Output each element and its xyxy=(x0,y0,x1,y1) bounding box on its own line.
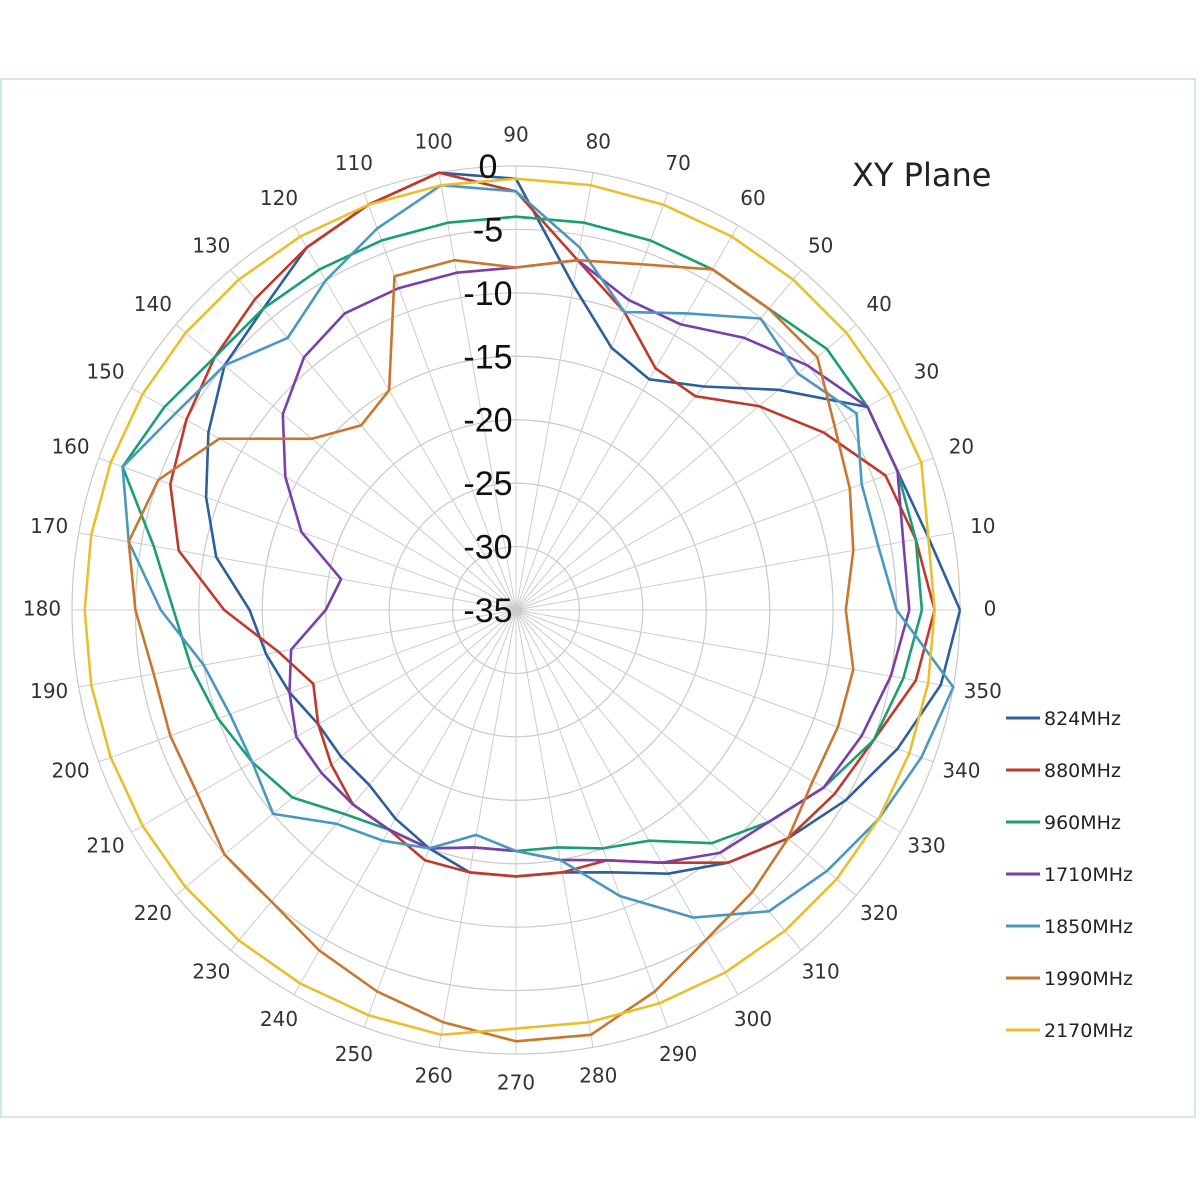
angle-tick-label: 150 xyxy=(86,360,124,384)
grid-spoke xyxy=(293,225,517,611)
grid-spoke xyxy=(175,324,517,611)
angle-tick-label: 70 xyxy=(665,151,690,175)
angle-tick-label: 260 xyxy=(415,1063,453,1087)
radial-tick-label: -10 xyxy=(463,275,512,313)
grid-spoke xyxy=(230,269,517,611)
angle-tick-label: 230 xyxy=(192,960,230,984)
angle-tick-label: 220 xyxy=(134,901,172,925)
angle-tick-label: 180 xyxy=(23,597,61,621)
angle-tick-label: 60 xyxy=(740,186,765,210)
angle-tick-label: 240 xyxy=(260,1007,298,1031)
grid-spoke xyxy=(515,609,934,763)
grid-spoke xyxy=(175,609,517,896)
radial-tick-label: -20 xyxy=(463,402,512,440)
grid-spoke xyxy=(515,609,802,951)
angle-tick-label: 20 xyxy=(949,434,974,458)
angle-tick-label: 30 xyxy=(914,360,939,384)
angle-tick-label: 160 xyxy=(51,434,89,458)
angle-tick-label: 0 xyxy=(984,597,997,621)
angle-tick-label: 80 xyxy=(586,130,611,154)
grid-spoke xyxy=(515,192,669,611)
chart-frame xyxy=(0,78,1196,1118)
grid-spoke xyxy=(78,609,517,688)
angle-tick-label: 120 xyxy=(260,186,298,210)
series-line-1710MHz xyxy=(281,258,911,865)
grid-spoke xyxy=(363,192,517,611)
grid-spoke xyxy=(230,609,517,951)
legend-label: 960MHz xyxy=(1044,812,1121,834)
grid-spoke xyxy=(78,532,517,611)
grid-spoke xyxy=(515,324,857,611)
angle-tick-label: 10 xyxy=(970,514,995,538)
radial-tick-label: -35 xyxy=(463,592,512,630)
legend: 824MHz 880MHz 960MHz 1710MHz 1850MHz 1990MHz 2… xyxy=(1006,708,1133,1042)
grid-spoke xyxy=(98,457,517,611)
angle-tick-label: 330 xyxy=(907,834,945,858)
angle-tick-label: 40 xyxy=(866,292,891,316)
grid-spoke xyxy=(131,609,517,833)
series-line-960MHz xyxy=(121,215,924,853)
angle-tick-label: 50 xyxy=(808,233,833,257)
grid-spoke xyxy=(515,609,901,833)
angle-tick-label: 200 xyxy=(51,759,89,783)
legend-label: 2170MHz xyxy=(1044,1020,1133,1042)
angle-tick-label: 300 xyxy=(734,1007,772,1031)
angle-tick-label: 320 xyxy=(860,901,898,925)
angle-tick-label: 290 xyxy=(659,1042,697,1066)
radial-tick-label: 0 xyxy=(479,148,498,186)
series-line-824MHz xyxy=(204,171,962,878)
radial-tick-labels: 0 -5 -10 -15 -20 -25 -30 -35 xyxy=(463,148,512,630)
grid-spoke xyxy=(515,225,739,611)
angle-tick-label: 100 xyxy=(415,130,453,154)
radial-tick-label: -5 xyxy=(473,211,503,249)
grid-spoke xyxy=(98,609,517,763)
radial-tick-label: -30 xyxy=(463,529,512,567)
angle-tick-label: 210 xyxy=(86,834,124,858)
grid-spoke xyxy=(515,609,594,1048)
grid-spoke xyxy=(438,609,517,1048)
angle-tick-labels: 0 10 20 30 40 50 60 70 80 90 100 110 120 130 140 150 160… xyxy=(23,123,1002,1095)
angle-tick-label: 250 xyxy=(335,1042,373,1066)
grid-spoke xyxy=(363,609,517,1028)
series-lines xyxy=(83,171,962,1043)
radial-tick-label: -25 xyxy=(463,465,512,503)
grid-spoke xyxy=(515,269,802,611)
series-line-2170MHz xyxy=(83,177,936,1037)
angle-tick-label: 140 xyxy=(134,292,172,316)
grid-spoke xyxy=(515,532,954,611)
legend-label: 880MHz xyxy=(1044,760,1121,782)
angle-tick-label: 110 xyxy=(335,151,373,175)
angle-tick-label: 270 xyxy=(497,1071,535,1095)
grid-spoke xyxy=(131,387,517,611)
angle-tick-label: 280 xyxy=(579,1063,617,1087)
angle-tick-label: 130 xyxy=(192,233,230,257)
angle-tick-label: 350 xyxy=(964,679,1002,703)
grid-spoke xyxy=(293,609,517,995)
series-line-1990MHz xyxy=(127,258,855,1043)
radial-tick-label: -15 xyxy=(463,338,512,376)
chart-title: XY Plane xyxy=(852,156,991,194)
legend-label: 1850MHz xyxy=(1044,916,1133,938)
grid-spoke xyxy=(515,172,594,611)
angle-tick-label: 310 xyxy=(802,960,840,984)
angle-tick-label: 170 xyxy=(30,514,68,538)
grid-spoke xyxy=(515,609,857,896)
legend-label: 824MHz xyxy=(1044,708,1121,730)
polar-grid xyxy=(71,165,961,1055)
angle-tick-label: 90 xyxy=(503,123,528,147)
angle-tick-label: 190 xyxy=(30,679,68,703)
grid-spoke xyxy=(515,609,739,995)
grid-spoke xyxy=(515,387,901,611)
angle-tick-label: 340 xyxy=(942,759,980,783)
grid-spoke xyxy=(438,172,517,611)
series-line-1850MHz xyxy=(121,183,955,919)
grid-spoke xyxy=(515,609,954,688)
grid-spoke xyxy=(515,457,934,611)
legend-label: 1710MHz xyxy=(1044,864,1133,886)
grid-spoke xyxy=(515,609,669,1028)
legend-label: 1990MHz xyxy=(1044,968,1133,990)
